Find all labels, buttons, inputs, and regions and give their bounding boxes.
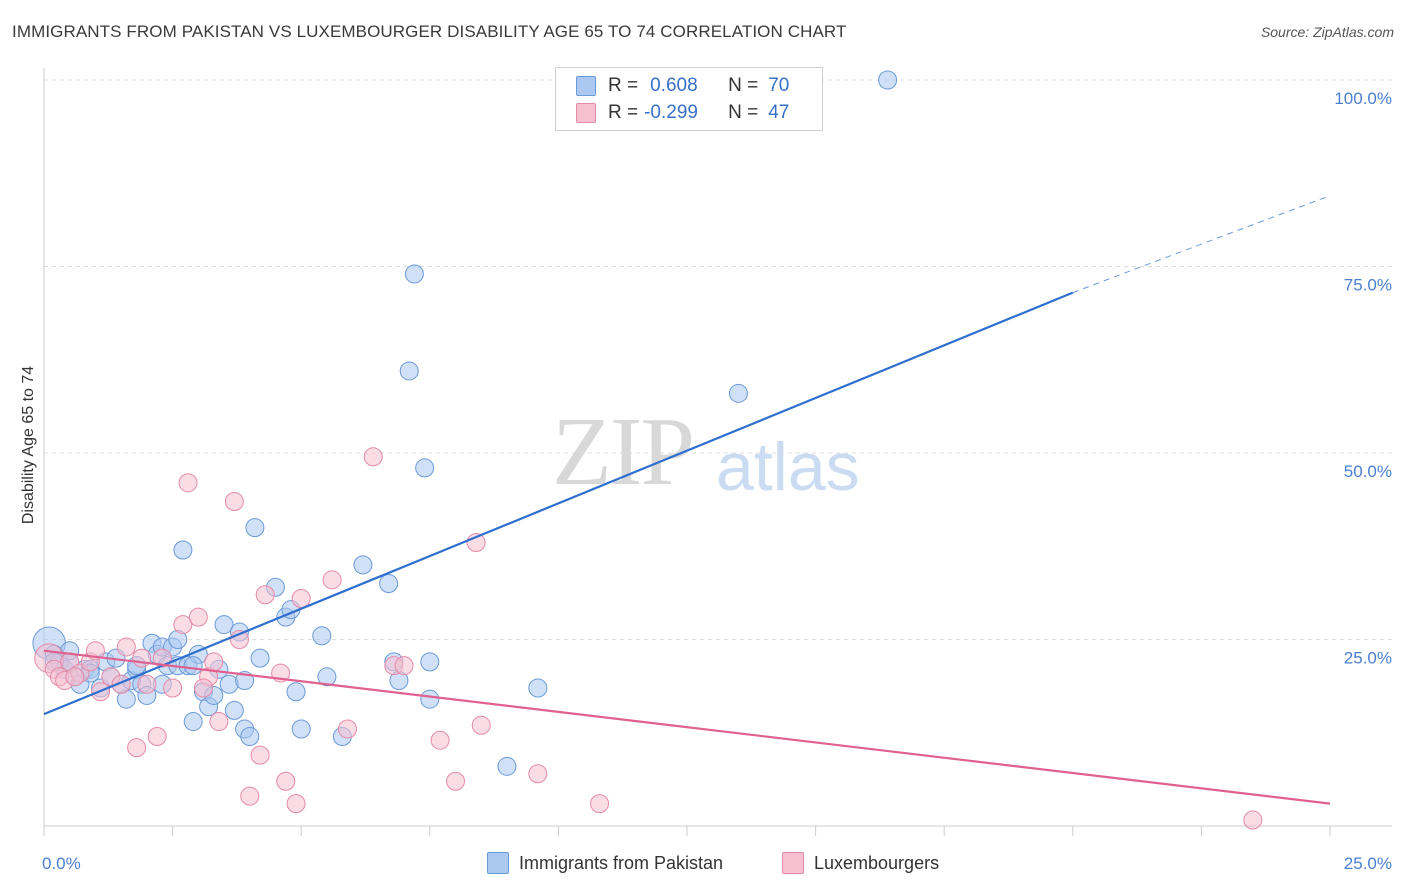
legend-r-label: R = bbox=[608, 102, 639, 123]
pakistan-point bbox=[878, 70, 898, 90]
pakistan-point bbox=[404, 264, 424, 284]
pakistan-point bbox=[399, 361, 419, 381]
pakistan-point bbox=[420, 689, 440, 709]
legend-n-label: N = bbox=[728, 75, 759, 96]
y-tick-label: 75.0% bbox=[1344, 276, 1392, 295]
pakistan-point bbox=[183, 656, 203, 676]
luxembourger-point bbox=[178, 473, 198, 493]
pakistan-point bbox=[286, 682, 306, 702]
bottom-legend-label: Immigrants from Pakistan bbox=[519, 852, 724, 873]
legend-n-label: N = bbox=[728, 102, 759, 123]
pakistan-point bbox=[250, 648, 270, 668]
luxembourger-point bbox=[188, 607, 208, 627]
bottom-legend-swatch-blue bbox=[487, 852, 509, 874]
pakistan-point bbox=[173, 540, 193, 560]
pakistan-point bbox=[528, 678, 548, 698]
x-tick-label: 25.0% bbox=[1344, 854, 1392, 873]
luxembourger-point bbox=[394, 656, 414, 676]
luxembourger-point bbox=[127, 738, 147, 758]
luxembourger-point bbox=[255, 585, 275, 605]
legend-r-value: 0.608 bbox=[650, 75, 698, 96]
watermark-atlas: atlas bbox=[716, 429, 860, 505]
x-tick-label: 0.0% bbox=[42, 854, 81, 873]
correlation-legend: R = 0.608 N = 70 R = -0.299 N = 47 bbox=[555, 67, 823, 131]
pakistan-point bbox=[728, 383, 748, 403]
luxembourger-point bbox=[286, 794, 306, 814]
luxembourger-point bbox=[193, 678, 213, 698]
y-axis-label: Disability Age 65 to 74 bbox=[20, 366, 37, 524]
y-tick-label: 25.0% bbox=[1344, 649, 1392, 668]
luxembourger-point bbox=[337, 719, 357, 739]
pakistan-point bbox=[291, 719, 311, 739]
pakistan-point bbox=[214, 615, 234, 635]
luxembourger-point bbox=[224, 491, 244, 511]
legend-r-value: -0.299 bbox=[644, 102, 698, 123]
luxembourger-point bbox=[250, 745, 270, 765]
pakistan-point bbox=[353, 555, 373, 575]
luxembourger-point bbox=[147, 726, 167, 746]
legend-row-pakistan: R = 0.608 N = 70 bbox=[576, 73, 789, 99]
y-tick-label: 100.0% bbox=[1334, 89, 1392, 108]
pakistan-point bbox=[245, 518, 265, 538]
pakistan-point bbox=[497, 756, 517, 776]
watermark-zip: ZIP bbox=[552, 398, 695, 506]
pakistan-point bbox=[379, 574, 399, 594]
legend-swatch-pink bbox=[576, 103, 596, 123]
pakistan-point bbox=[420, 652, 440, 672]
bottom-legend-pakistan: Immigrants from Pakistan bbox=[487, 852, 723, 874]
luxembourger-point bbox=[204, 652, 224, 672]
luxembourger-point bbox=[590, 794, 610, 814]
luxembourger-trend-line bbox=[43, 649, 1331, 805]
luxembourger-point bbox=[240, 786, 260, 806]
pakistan-point bbox=[224, 700, 244, 720]
luxembourger-point bbox=[137, 674, 157, 694]
luxembourger-point bbox=[446, 771, 466, 791]
pakistan-point bbox=[240, 726, 260, 746]
pakistan-point bbox=[312, 626, 332, 646]
luxembourger-point bbox=[430, 730, 450, 750]
chart-source: Source: ZipAtlas.com bbox=[1260, 24, 1394, 40]
pakistan-point bbox=[183, 712, 203, 732]
luxembourger-point bbox=[471, 715, 491, 735]
luxembourger-point bbox=[276, 771, 296, 791]
luxembourger-point bbox=[173, 615, 193, 635]
luxembourger-point bbox=[65, 667, 85, 687]
legend-r-label: R = bbox=[608, 75, 639, 96]
luxembourger-point bbox=[209, 712, 229, 732]
pakistan-trend-line bbox=[43, 291, 1074, 716]
pakistan-point bbox=[317, 667, 337, 687]
luxembourger-point bbox=[322, 570, 342, 590]
bottom-legend-swatch-pink bbox=[782, 852, 804, 874]
luxembourger-point bbox=[363, 447, 383, 467]
luxembourger-point bbox=[528, 764, 548, 784]
legend-row-luxembourgers: R = -0.299 N = 47 bbox=[576, 100, 789, 126]
y-tick-label: 50.0% bbox=[1344, 462, 1392, 481]
bottom-legend-label: Luxembourgers bbox=[814, 852, 940, 873]
chart-title: IMMIGRANTS FROM PAKISTAN VS LUXEMBOURGER… bbox=[12, 22, 847, 41]
luxembourger-point bbox=[116, 637, 136, 657]
luxembourger-point bbox=[1243, 810, 1263, 830]
luxembourger-point bbox=[132, 648, 152, 668]
pakistan-trend-extension bbox=[1072, 195, 1331, 294]
legend-n-value: 47 bbox=[768, 102, 790, 123]
legend-n-value: 70 bbox=[768, 75, 790, 96]
luxembourger-point bbox=[291, 588, 311, 608]
legend-swatch-blue bbox=[576, 76, 596, 96]
pakistan-point bbox=[415, 458, 435, 478]
bottom-legend-luxembourgers: Luxembourgers bbox=[782, 852, 939, 874]
luxembourger-point bbox=[163, 678, 183, 698]
